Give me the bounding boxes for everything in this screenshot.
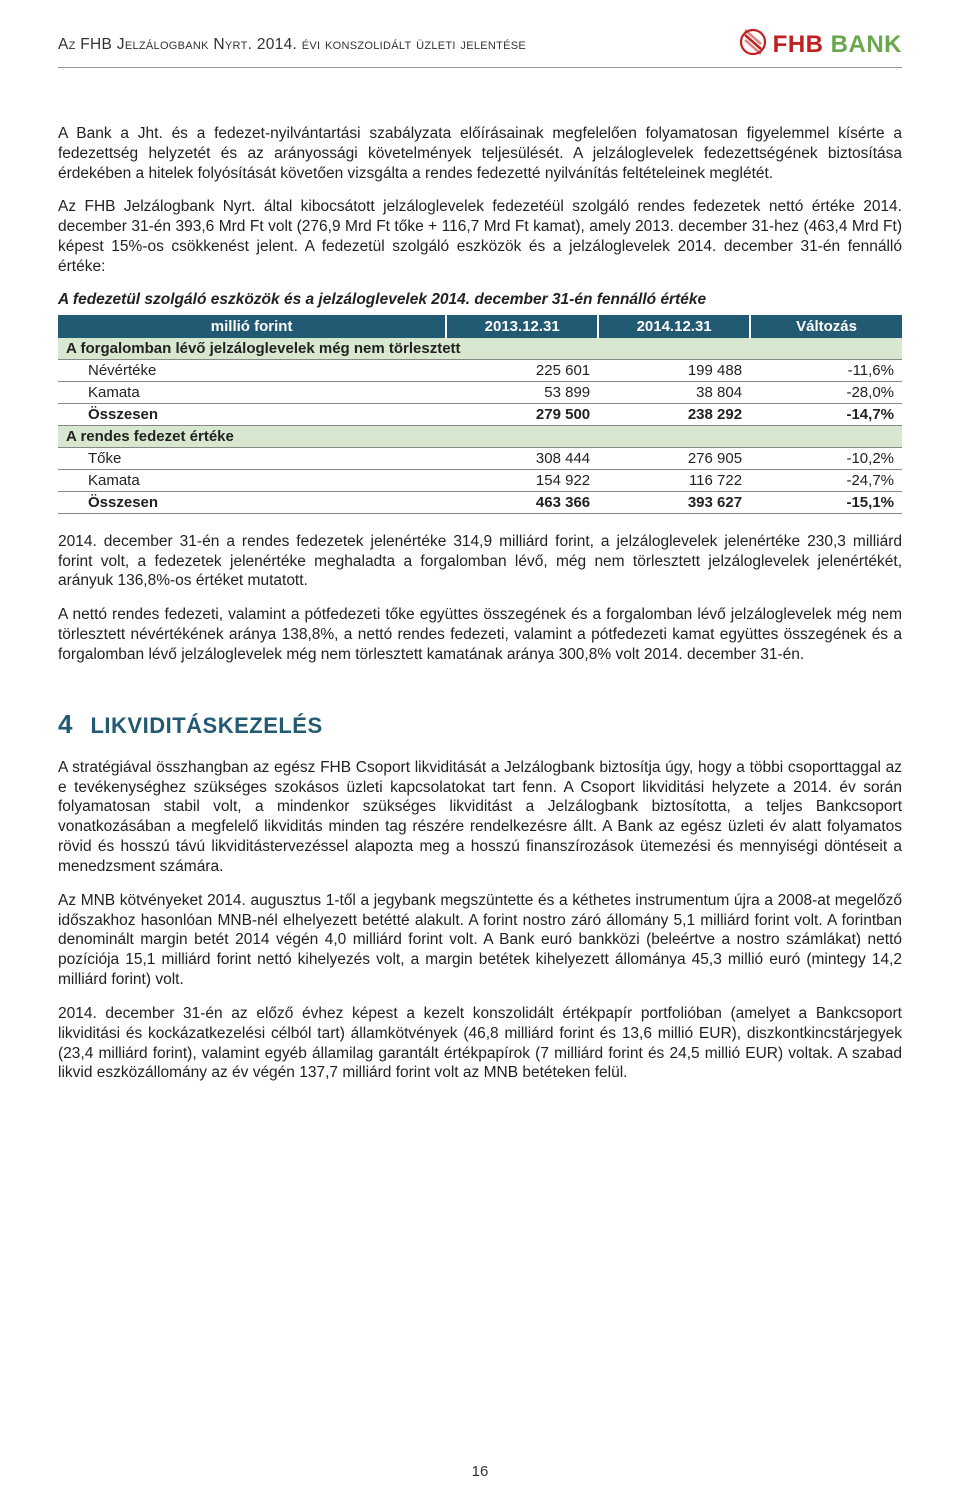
table-caption: A fedezetül szolgáló eszközök és a jelzá… [58,291,902,309]
paragraph-2: Az FHB Jelzálogbank Nyrt. által kibocsát… [58,197,902,276]
page-number: 16 [0,1463,960,1480]
cell: 238 292 [598,403,750,425]
cell: 276 905 [598,447,750,469]
cell: Összesen [58,403,446,425]
cell: 279 500 [446,403,598,425]
paragraph-5: A stratégiával összhangban az egész FHB … [58,758,902,877]
page-header: Az FHB Jelzálogbank Nyrt. 2014. évi kons… [58,28,902,68]
section-a: A forgalomban lévő jelzáloglevelek még n… [58,338,902,360]
cell: 154 922 [446,469,598,491]
paragraph-3: 2014. december 31-én a rendes fedezetek … [58,532,902,591]
th-2014: 2014.12.31 [598,315,750,338]
cell: Tőke [58,447,446,469]
cell: -10,2% [750,447,902,469]
paragraph-4: A nettó rendes fedezeti, valamint a pótf… [58,605,902,664]
cell: 38 804 [598,381,750,403]
collateral-table: millió forint 2013.12.31 2014.12.31 Vált… [58,315,902,514]
fhb-logo: FHB BANK [739,28,902,61]
header-title: Az FHB Jelzálogbank Nyrt. 2014. évi kons… [58,36,526,54]
section-b: A rendes fedezet értéke [58,425,902,447]
cell: 116 722 [598,469,750,491]
cell: 463 366 [446,491,598,513]
paragraph-1: A Bank a Jht. és a fedezet-nyilvántartás… [58,124,902,183]
paragraph-7: 2014. december 31-én az előző évhez képe… [58,1004,902,1083]
section-number: 4 [58,709,72,740]
cell: Kamata [58,381,446,403]
section-title: LIKVIDITÁSKEZELÉS [90,713,322,739]
cell: Kamata [58,469,446,491]
cell: -11,6% [750,359,902,381]
cell: -15,1% [750,491,902,513]
cell: 225 601 [446,359,598,381]
cell: 308 444 [446,447,598,469]
cell: 199 488 [598,359,750,381]
cell: -14,7% [750,403,902,425]
cell: Összesen [58,491,446,513]
cell: -24,7% [750,469,902,491]
section-4-heading: 4 LIKVIDITÁSKEZELÉS [58,709,902,740]
cell: Névértéke [58,359,446,381]
logo-text-bank: BANK [831,31,902,58]
th-2013: 2013.12.31 [446,315,598,338]
cell: 53 899 [446,381,598,403]
cell: 393 627 [598,491,750,513]
logo-text-fhb: FHB [773,31,824,58]
fhb-logo-icon [739,28,767,61]
paragraph-6: Az MNB kötvényeket 2014. augusztus 1-től… [58,891,902,990]
cell: -28,0% [750,381,902,403]
th-label: millió forint [58,315,446,338]
th-change: Változás [750,315,902,338]
